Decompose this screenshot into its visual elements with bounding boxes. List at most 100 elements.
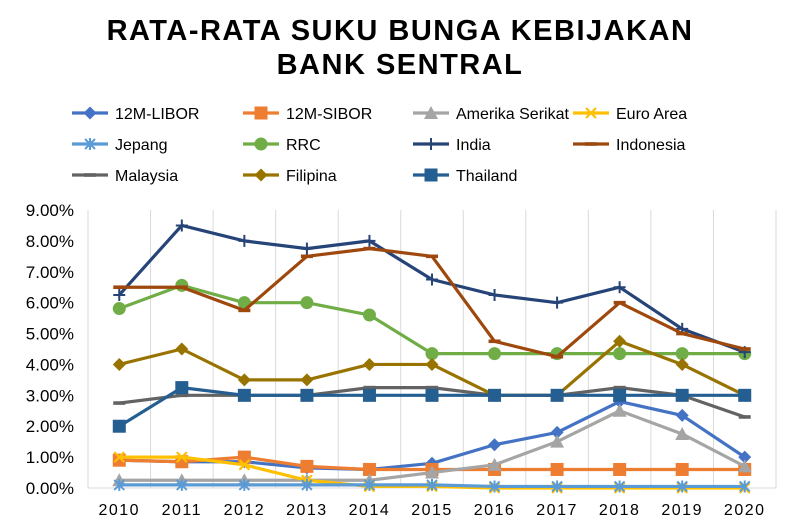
legend-label: Filipina [286,168,337,185]
data-point-jepang [488,480,501,493]
x-tick-label: 2015 [411,502,453,519]
data-point-12m-libor [675,408,689,422]
data-point-malaysia [175,393,188,398]
data-point-thailand [738,388,752,402]
series-jepang [113,478,751,493]
x-tick-label: 2012 [224,502,266,519]
legend-label: 12M-SIBOR [286,106,372,123]
data-point-india [551,296,564,309]
legend-label: Amerika Serikat [456,106,569,123]
data-point-12m-sibor [550,462,564,476]
series-layer [112,219,752,494]
x-tick-label: 2018 [599,502,641,519]
data-point-jepang [176,478,188,491]
legend-marker [424,106,438,119]
data-point-amerika-serikat [675,426,690,440]
x-tick-label: 2010 [98,502,140,519]
data-point-filipina [362,357,376,371]
legend-item-jepang: Jepang [72,137,168,154]
data-point-indonesia [613,300,626,305]
data-point-indonesia [676,331,689,336]
data-point-filipina [112,357,126,371]
data-point-thailand [675,388,689,402]
data-point-indonesia [300,254,313,259]
y-tick-label: 4.00% [26,355,74,374]
data-point-12m-sibor [362,462,376,476]
data-point-rrc [362,308,376,322]
data-point-12m-libor [550,425,564,439]
data-point-thailand [300,388,314,402]
data-point-amerika-serikat [737,459,752,473]
data-point-jepang [426,478,438,491]
legend-label: RRC [286,137,321,154]
y-tick-label: 6.00% [26,294,74,313]
series-india [113,219,751,359]
data-point-jepang [739,480,751,493]
data-point-filipina [425,357,439,371]
data-point-euro-area [176,451,188,463]
data-point-euro-area [113,451,126,463]
data-point-india [488,288,501,301]
legend-marker [585,107,597,119]
legend-marker [254,168,268,182]
x-tick-label: 2013 [286,502,328,519]
legend-item-euro-area: Euro Area [573,106,687,123]
data-point-thailand [175,381,189,395]
y-tick-label: 5.00% [26,325,74,344]
legend-item-12m-sibor: 12M-SIBOR [243,106,372,123]
data-point-amerika-serikat [425,465,439,479]
data-point-thailand [425,388,439,402]
data-point-india [113,288,126,301]
data-point-rrc [675,347,689,361]
y-tick-label: 1.00% [26,448,74,467]
x-tick-label: 2017 [536,502,578,519]
y-tick-label: 2.00% [26,417,74,436]
legend-label: Indonesia [616,137,685,154]
data-point-indonesia [175,285,188,290]
x-tick-label: 2011 [162,502,202,519]
data-point-indonesia [238,308,251,313]
data-point-indonesia [551,354,564,359]
series-rrc [112,278,752,361]
legend-label: Thailand [456,168,517,185]
legend-item-thailand: Thailand [413,168,517,185]
data-point-indonesia [363,246,376,251]
data-point-india [300,242,313,255]
chart-title-line-2: BANK SENTRAL [276,49,524,81]
data-point-thailand [613,388,627,402]
data-point-malaysia [738,415,751,419]
series-indonesia [113,246,751,359]
legend-item-filipina: Filipina [243,168,337,185]
data-point-thailand [112,419,126,433]
legend-label: India [456,137,491,154]
data-point-12m-sibor [613,462,627,476]
data-point-india [613,281,626,294]
legend-label: Euro Area [616,106,687,123]
series-filipina [112,334,752,402]
x-tick-label: 2020 [724,502,766,519]
data-point-indonesia [113,285,126,290]
data-point-thailand [488,388,502,402]
x-tick-label: 2014 [349,502,391,519]
data-point-thailand [550,388,564,402]
legend: 12M-LIBOR 12M-SIBOR Amerika Serikat Euro Ar… [72,106,687,185]
data-point-jepang [551,480,563,493]
y-tick-label: 8.00% [26,232,74,251]
legend-marker [84,138,96,150]
data-point-thailand [237,388,251,402]
legend-item-india: India [413,137,491,154]
legend-marker [254,106,268,120]
legend-marker [424,168,438,182]
data-point-india [175,219,188,232]
data-point-amerika-serikat [487,457,502,471]
data-point-rrc [112,302,126,316]
legend-marker [585,142,597,146]
y-tick-label: 7.00% [26,263,74,282]
data-point-rrc [488,347,502,361]
data-point-amerika-serikat [550,434,565,448]
data-point-malaysia [426,385,438,390]
data-point-rrc [613,347,627,361]
data-point-rrc [425,347,439,361]
y-tick-label: 9.00% [26,201,74,220]
